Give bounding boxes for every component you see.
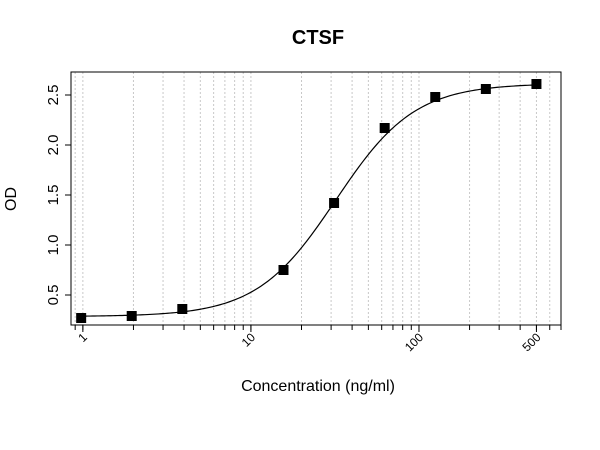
- chart-title: CTSF: [292, 27, 344, 49]
- data-point: [126, 311, 137, 321]
- x-tick-label: 500: [519, 330, 543, 354]
- y-tick-label: 1.5: [45, 185, 62, 206]
- x-axis-label: Concentration (ng/ml): [241, 378, 395, 395]
- data-point: [531, 79, 542, 89]
- fit-curve-group: [81, 84, 537, 317]
- data-point: [76, 313, 87, 323]
- data-point: [430, 92, 441, 102]
- y-axis: 0.5 1.0 1.5 2.0 2.5: [45, 85, 71, 306]
- y-tick-label: 2.5: [45, 85, 62, 106]
- data-point: [278, 265, 289, 275]
- data-points: [76, 79, 542, 323]
- y-tick-label: 1.0: [45, 235, 62, 256]
- y-axis-label: OD: [3, 187, 20, 211]
- y-tick-label: 0.5: [45, 285, 62, 306]
- x-tick-label: 10: [239, 330, 259, 350]
- x-tick-label: 1: [75, 330, 90, 345]
- fit-curve: [81, 84, 537, 317]
- data-point: [379, 123, 390, 133]
- plot-frame: [70, 71, 562, 326]
- y-tick-label: 2.0: [45, 135, 62, 156]
- x-tick-label: 100: [402, 330, 426, 354]
- x-axis: 1 10 100 500: [74, 325, 562, 354]
- data-point: [177, 304, 188, 314]
- grid: [74, 72, 562, 325]
- data-point: [329, 198, 340, 208]
- data-point: [480, 84, 491, 94]
